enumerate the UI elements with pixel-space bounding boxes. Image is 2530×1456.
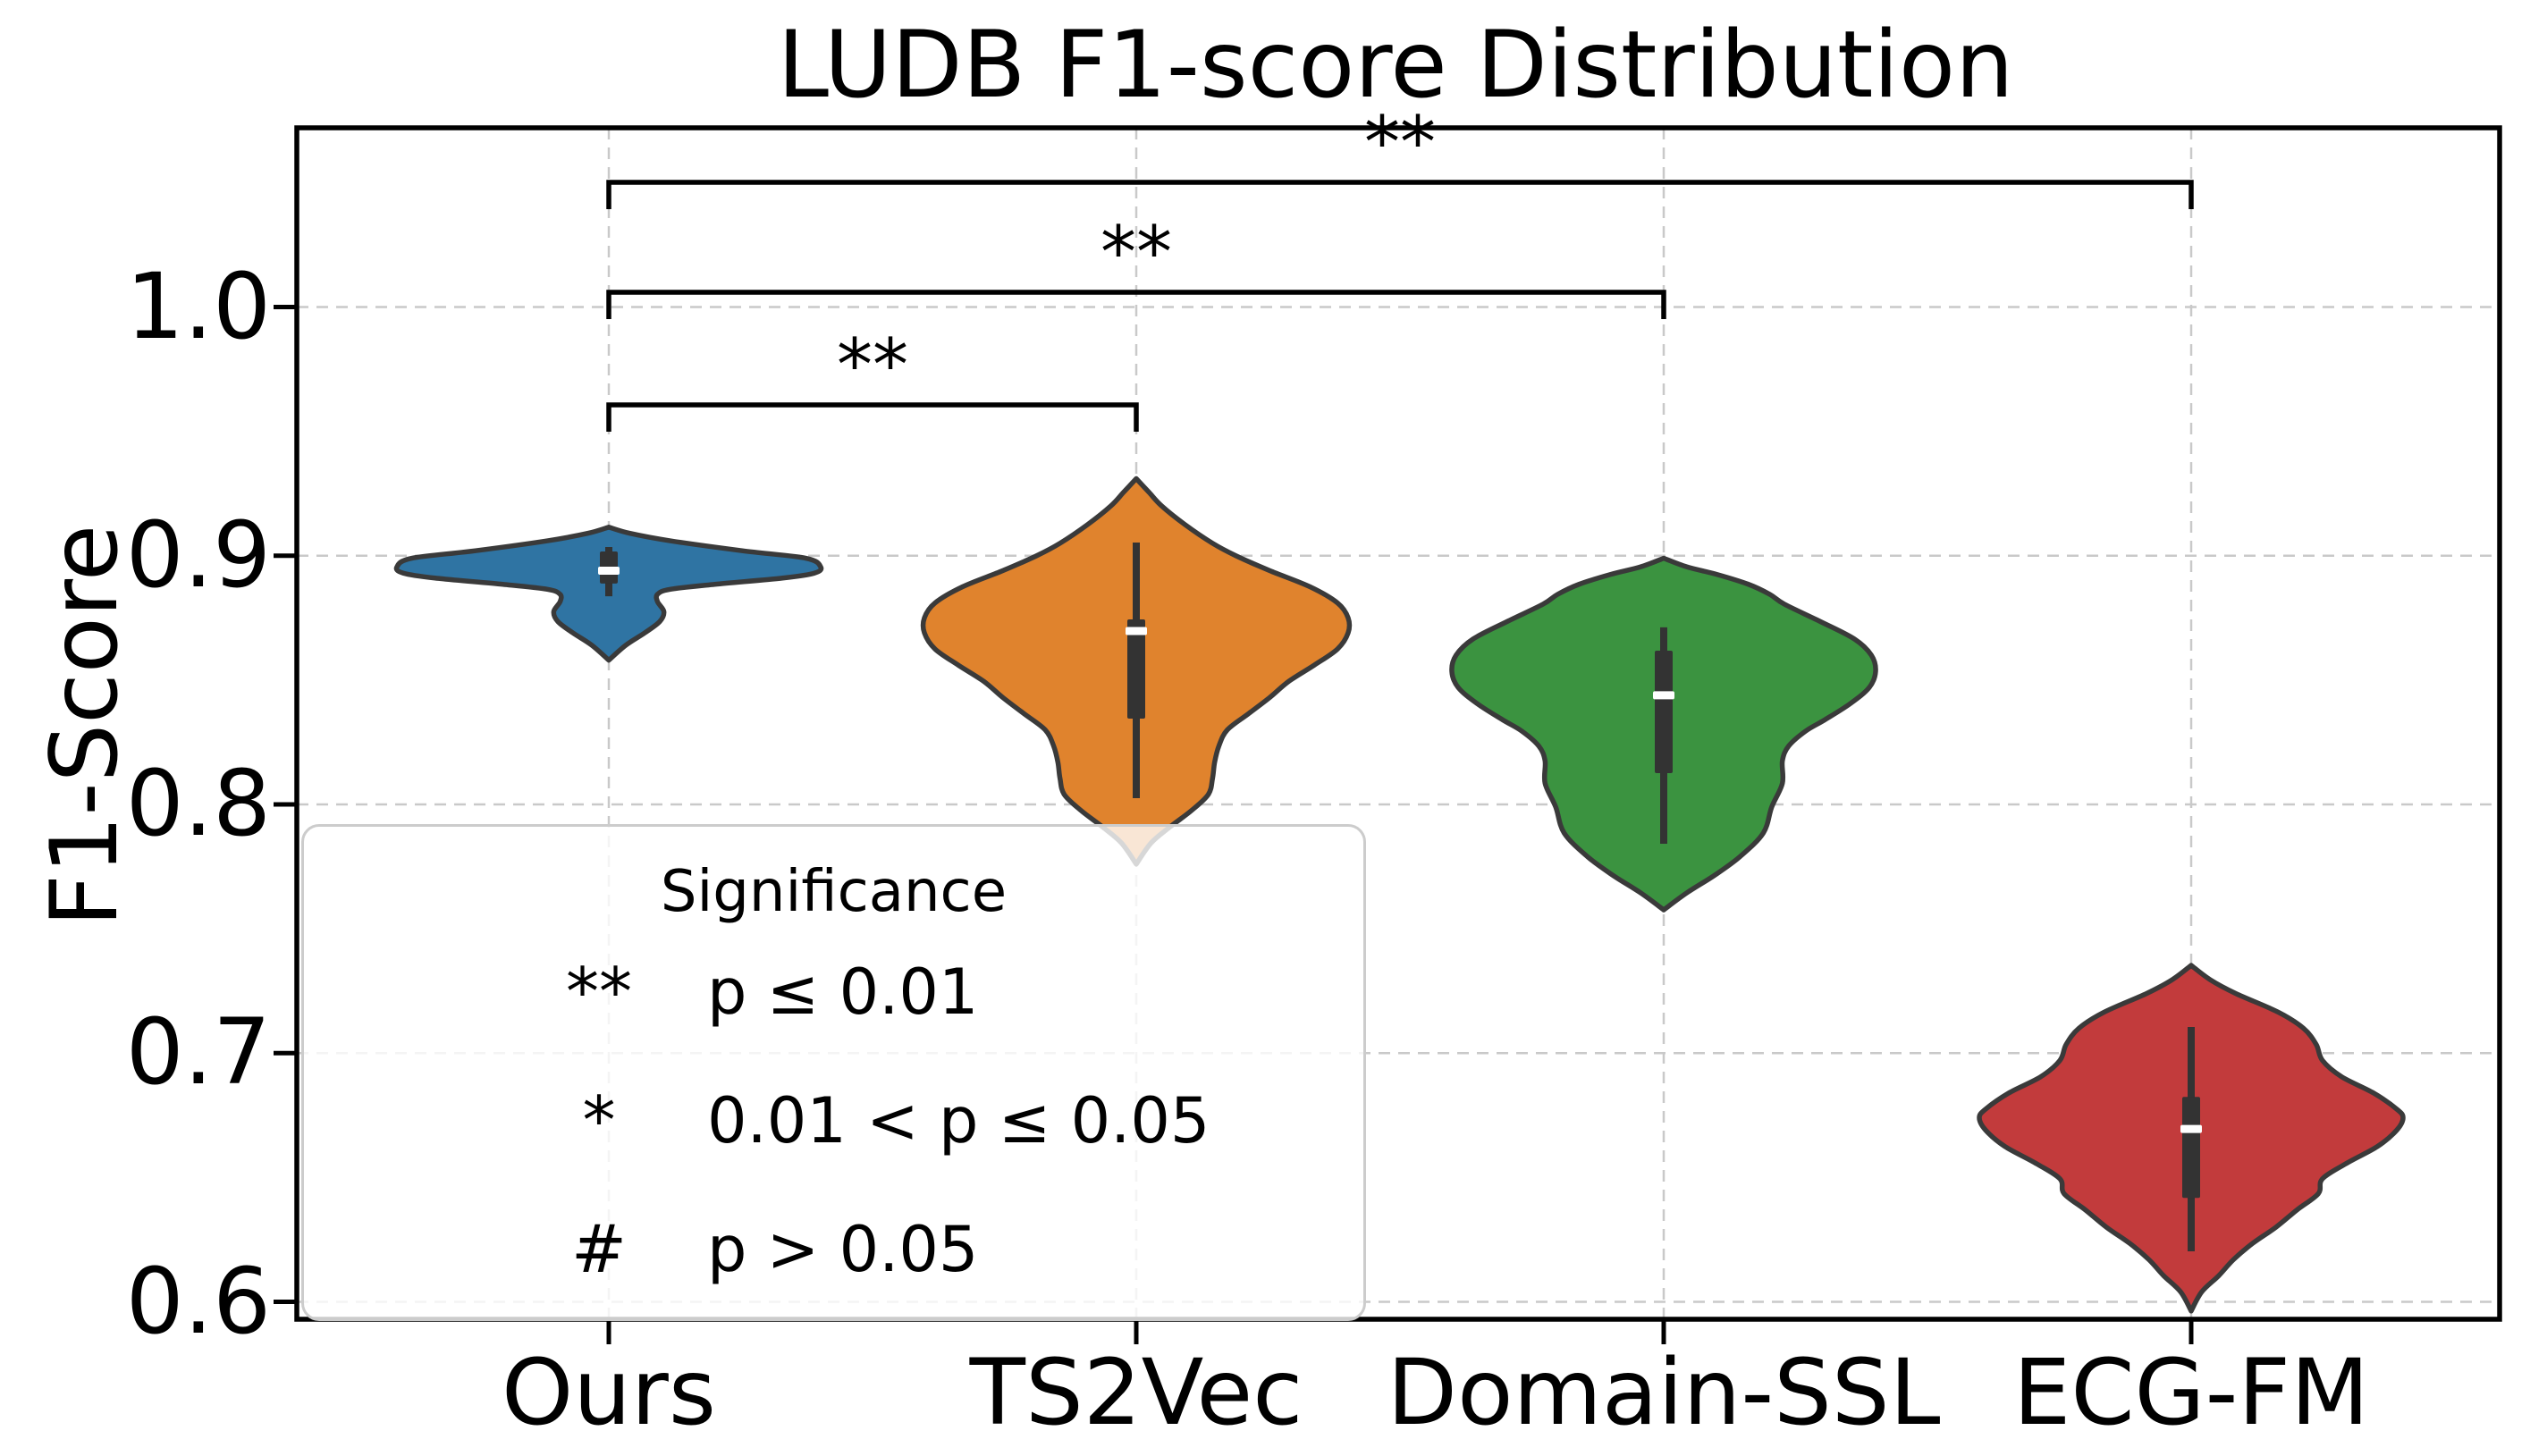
y-tick-label-0.9: 0.9 <box>125 501 271 609</box>
x-tick-label-Domain-SSL: Domain-SSL <box>1387 1340 1941 1446</box>
legend-label-p-001: p ≤ 0.01 <box>707 955 979 1029</box>
legend-symbol-asterisk: * <box>582 1082 616 1159</box>
median-TS2Vec <box>1126 627 1147 635</box>
y-tick-label-1.0: 1.0 <box>125 253 271 360</box>
median-Domain-SSL <box>1653 691 1674 700</box>
box-ECG-FM <box>2182 1097 2200 1199</box>
legend-symbol-double-asterisk: ** <box>566 954 632 1031</box>
plot-border <box>294 125 2502 1322</box>
y-tick-label-0.7: 0.7 <box>125 999 271 1107</box>
legend-row: # p > 0.05 <box>304 1209 1363 1290</box>
significance-bracket-Ours-TS2Vec <box>606 402 1139 432</box>
x-tick-label-Ours: Ours <box>501 1340 716 1446</box>
significance-bracket-Ours-Domain-SSL <box>606 290 1666 319</box>
box-Domain-SSL <box>1655 651 1673 773</box>
legend-title: Significance <box>660 859 1008 925</box>
x-tick-label-ECG-FM: ECG-FM <box>2012 1340 2370 1446</box>
significance-stars-Domain-SSL: ** <box>1101 211 1172 294</box>
legend-row: * 0.01 < p ≤ 0.05 <box>304 1081 1363 1161</box>
legend-row: ** p ≤ 0.01 <box>304 952 1363 1032</box>
chart-title: LUDB F1-score Distribution <box>777 12 2014 119</box>
significance-stars-ECG-FM: ** <box>1364 101 1436 184</box>
significance-legend: Significance ** p ≤ 0.01 * 0.01 < p ≤ 0.… <box>301 824 1366 1321</box>
y-tick-label-0.8: 0.8 <box>125 751 271 857</box>
y-tick-label-0.6: 0.6 <box>125 1248 271 1355</box>
x-tick-label-TS2Vec: TS2Vec <box>969 1340 1303 1446</box>
significance-bracket-Ours-ECG-FM <box>606 180 2194 209</box>
legend-symbol-hash: # <box>570 1211 627 1288</box>
y-axis-label: F1-Score <box>31 524 139 928</box>
median-Ours <box>598 566 620 575</box>
median-ECG-FM <box>2180 1124 2202 1133</box>
legend-label-p-005: 0.01 < p ≤ 0.05 <box>707 1084 1210 1157</box>
significance-stars-TS2Vec: ** <box>837 324 908 407</box>
box-TS2Vec <box>1127 619 1145 720</box>
legend-label-p-gt-005: p > 0.05 <box>707 1213 979 1286</box>
